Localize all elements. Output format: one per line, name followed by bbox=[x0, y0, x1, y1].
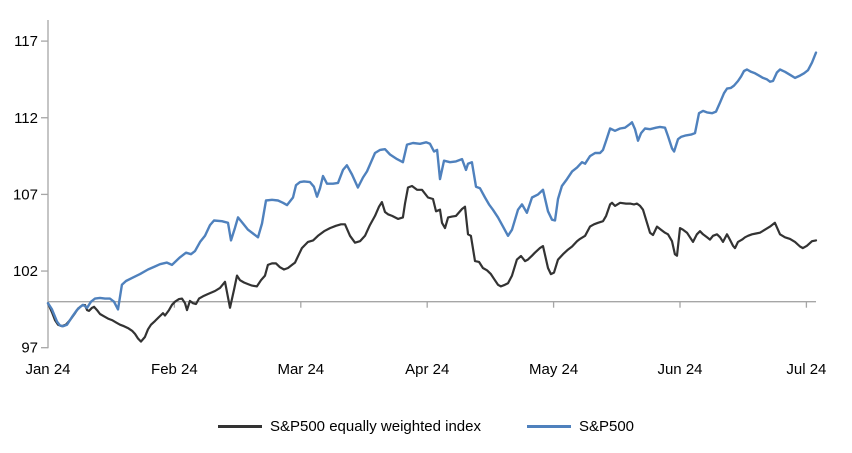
x-tick-label: May 24 bbox=[529, 361, 578, 378]
x-tick-label: Jul 24 bbox=[786, 361, 826, 378]
y-tick-label: 107 bbox=[13, 186, 38, 203]
series-line-sp500 bbox=[46, 51, 818, 328]
y-tick-label: 117 bbox=[14, 33, 38, 50]
y-tick-label: 102 bbox=[13, 263, 38, 280]
legend-label-sp500: S&P500 bbox=[578, 417, 635, 435]
x-tick-label: Mar 24 bbox=[277, 361, 324, 378]
equal-weight-line-swatch bbox=[217, 424, 262, 428]
series-line-sp500-equal-weight bbox=[46, 184, 818, 343]
legend-item-equal-weight: S&P500 equally weighted index bbox=[217, 417, 481, 435]
chart-canvas: 97 102 107 112 117 Jan 24 Feb 24 Mar 24 Apr 24 Ma… bbox=[13, 20, 826, 378]
sp500-line-swatch bbox=[526, 424, 571, 428]
chart-legend: S&P500 equally weighted index S&P500 bbox=[0, 411, 852, 441]
x-tick-label: Jan 24 bbox=[25, 361, 70, 378]
y-tick-label: 97 bbox=[21, 340, 38, 357]
x-tick-label: Apr 24 bbox=[405, 361, 449, 378]
legend-item-sp500: S&P500 bbox=[526, 417, 635, 435]
y-tick-label: 112 bbox=[14, 110, 38, 127]
chart-plot-area: 97 102 107 112 117 Jan 24 Feb 24 Mar 24 Apr 24 Ma… bbox=[13, 20, 826, 378]
legend-label-equal-weight: S&P500 equally weighted index bbox=[269, 417, 481, 435]
x-tick-label: Jun 24 bbox=[657, 361, 702, 378]
x-tick-label: Feb 24 bbox=[151, 361, 198, 378]
